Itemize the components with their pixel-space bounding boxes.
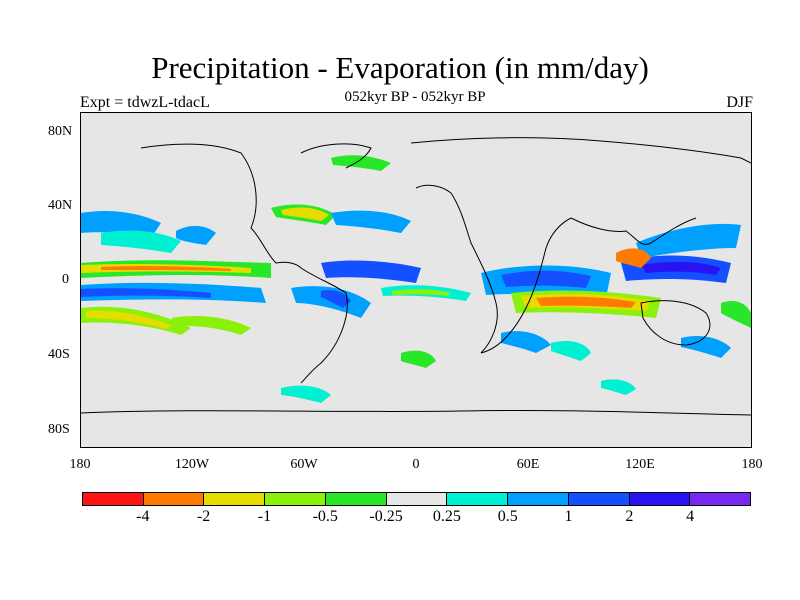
fill-blob <box>391 289 451 296</box>
colorbar-label: -0.5 <box>312 508 338 525</box>
fill-blob <box>501 270 591 288</box>
lon-tick-label: 60E <box>516 457 540 472</box>
colorbar-swatch <box>265 493 326 505</box>
lat-tick-label: 40N <box>48 198 73 213</box>
fill-blob <box>681 336 731 358</box>
colorbar-swatch <box>325 493 387 505</box>
colorbar-label: 2 <box>625 508 634 525</box>
australia-coast <box>640 300 711 346</box>
lon-tick-label: 60W <box>290 457 318 472</box>
colorbar-label: -0.25 <box>369 508 403 525</box>
fill-blob <box>331 210 411 233</box>
fill-blob <box>331 155 391 171</box>
greenland-coast <box>300 143 372 169</box>
colorbar-label: -1 <box>257 508 272 525</box>
fill-blob <box>101 230 181 253</box>
colorbar-swatch <box>508 493 569 505</box>
lat-tick-label: 0 <box>62 272 69 287</box>
colorbar-swatch <box>143 493 205 505</box>
colorbar-swatch <box>568 493 630 505</box>
colorbar-label: 0.25 <box>432 508 461 525</box>
americas-coast <box>140 143 348 384</box>
colorbar <box>82 492 751 506</box>
lon-tick-label: 0 <box>412 457 420 472</box>
antarctica-coast <box>80 409 752 416</box>
africa-east-coast <box>480 217 572 354</box>
fill-blob <box>636 223 741 258</box>
colorbar-swatch <box>386 493 448 505</box>
fill-blob <box>536 296 636 308</box>
fill-blob <box>501 331 551 353</box>
fill-blob <box>81 288 211 298</box>
fill-blob <box>171 316 251 335</box>
colorbar-swatch <box>447 493 509 505</box>
colorbar-label: -4 <box>136 508 150 525</box>
lon-tick-label: 120W <box>174 457 210 472</box>
coastlines <box>80 137 752 416</box>
lon-tick-label: 180 <box>741 457 763 472</box>
fill-blob <box>86 310 171 329</box>
lon-tick-label: 120E <box>625 457 655 472</box>
fill-blob <box>101 266 231 271</box>
colorbar-label: 4 <box>686 508 695 525</box>
map-svg <box>80 113 752 447</box>
fill-blob <box>321 260 421 283</box>
fill-blob <box>721 301 751 328</box>
eurasia-north-coast <box>410 137 752 164</box>
lat-tick-label: 80N <box>48 124 73 139</box>
fill-blob <box>641 261 721 275</box>
experiment-label: Expt = tdwzL-tdacL <box>80 94 210 111</box>
colorbar-label: -2 <box>196 508 211 525</box>
lat-tick-label: 80S <box>48 422 70 437</box>
colorbar-label: 0.5 <box>497 508 518 525</box>
colorbar-swatch <box>690 493 751 505</box>
season-label: DJF <box>726 94 753 111</box>
colorbar-swatch <box>629 493 691 505</box>
fill-blob <box>281 207 329 221</box>
map-panel <box>80 112 752 448</box>
colorbar-label: 1 <box>564 508 573 525</box>
africa-west-coast <box>415 184 498 354</box>
fill-blob <box>321 290 351 308</box>
fill-blob <box>291 286 371 318</box>
fill-blob <box>616 248 651 268</box>
colorbar-swatch <box>204 493 266 505</box>
chart-title: Precipitation - Evaporation (in mm/day) <box>151 50 649 85</box>
colorbar-swatch <box>83 493 144 505</box>
lat-tick-label: 40S <box>48 347 70 362</box>
fill-blob <box>551 341 591 361</box>
asia-south-coast <box>570 217 697 245</box>
lon-tick-label: 180 <box>69 457 91 472</box>
fill-blob <box>601 379 636 395</box>
chart-subtitle: 052kyr BP - 052kyr BP <box>344 89 486 105</box>
contour-fills <box>81 155 751 403</box>
fill-blob <box>176 225 216 245</box>
fill-blob <box>401 350 436 368</box>
fill-blob <box>281 385 331 403</box>
